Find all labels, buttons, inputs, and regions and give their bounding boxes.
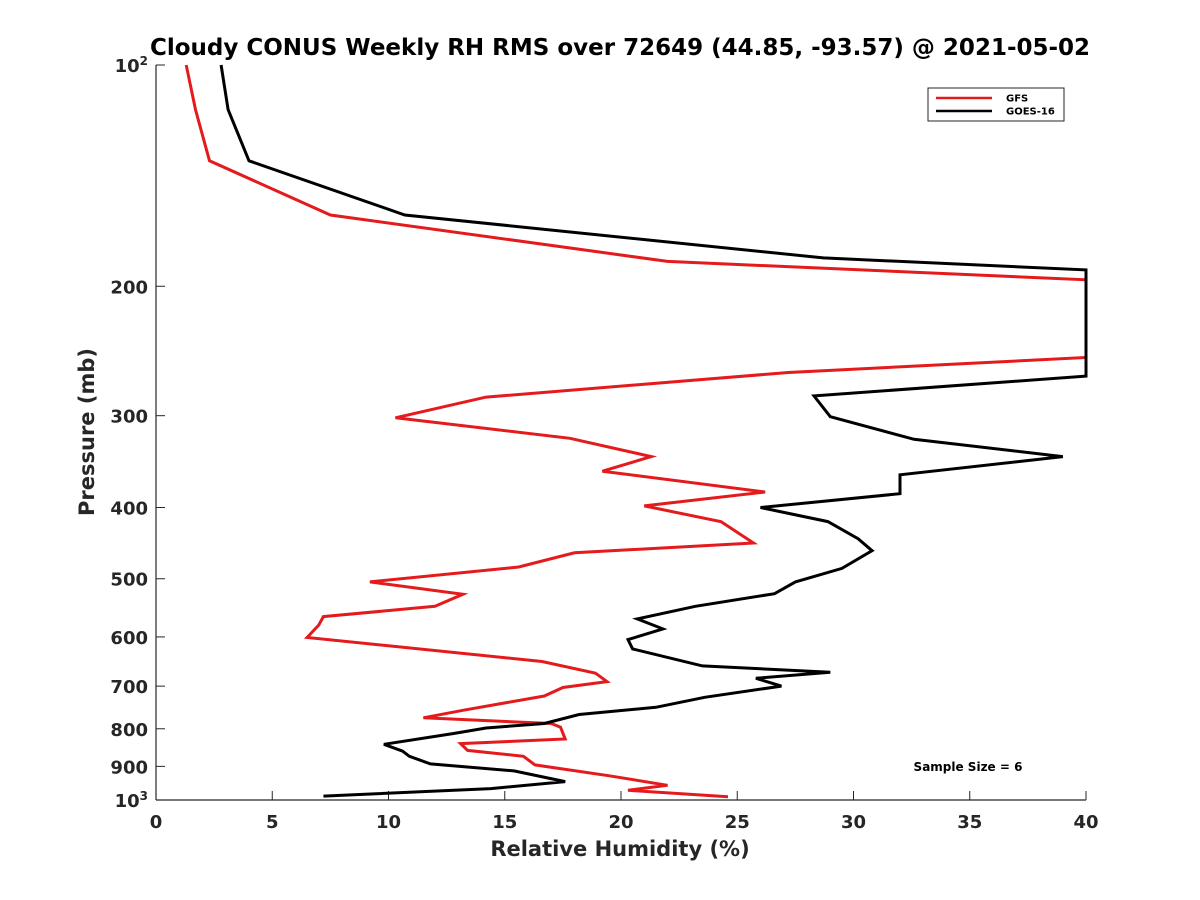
x-tick-label: 30: [841, 812, 866, 833]
plot-area: 0 5 10 15 20 25 30 35 40 102 200 300 400 500 600 700 800…: [110, 54, 1098, 833]
x-tick-label: 40: [1073, 812, 1098, 833]
x-tick-label: 5: [266, 812, 279, 833]
y-tick-label: 600: [110, 628, 148, 649]
legend-entry: GFS: [1006, 94, 1028, 105]
x-tick-label: 15: [492, 812, 517, 833]
y-tick-label: 900: [110, 757, 148, 778]
legend-entry: GOES-16: [1006, 107, 1055, 118]
y-tick-label: 300: [110, 407, 148, 428]
series-line-gfs: [184, 64, 1088, 799]
x-tick-label: 25: [725, 812, 750, 833]
y-tick-label: 500: [110, 570, 148, 591]
y-tick-label: 800: [110, 720, 148, 741]
y-tick-label: 103: [115, 789, 148, 812]
x-axis-label: Relative Humidity (%): [490, 837, 749, 861]
y-tick-label: 102: [115, 54, 148, 77]
x-tick-label: 20: [608, 812, 633, 833]
y-axis-label: Pressure (mb): [75, 348, 99, 516]
x-tick-label: 10: [376, 812, 401, 833]
legend-box: [927, 87, 1065, 122]
y-tick-label: 200: [110, 277, 148, 298]
y-tick-label: 400: [110, 499, 148, 520]
sample-size-annotation: Sample Size = 6: [914, 760, 1023, 774]
x-tick-label: 0: [150, 812, 163, 833]
chart-title: Cloudy CONUS Weekly RH RMS over 72649 (4…: [150, 35, 1090, 61]
x-tick-label: 35: [957, 812, 982, 833]
legend: GFS GOES-16: [927, 87, 1065, 122]
y-tick-label: 700: [110, 677, 148, 698]
series-line-goes-16: [219, 64, 1088, 798]
